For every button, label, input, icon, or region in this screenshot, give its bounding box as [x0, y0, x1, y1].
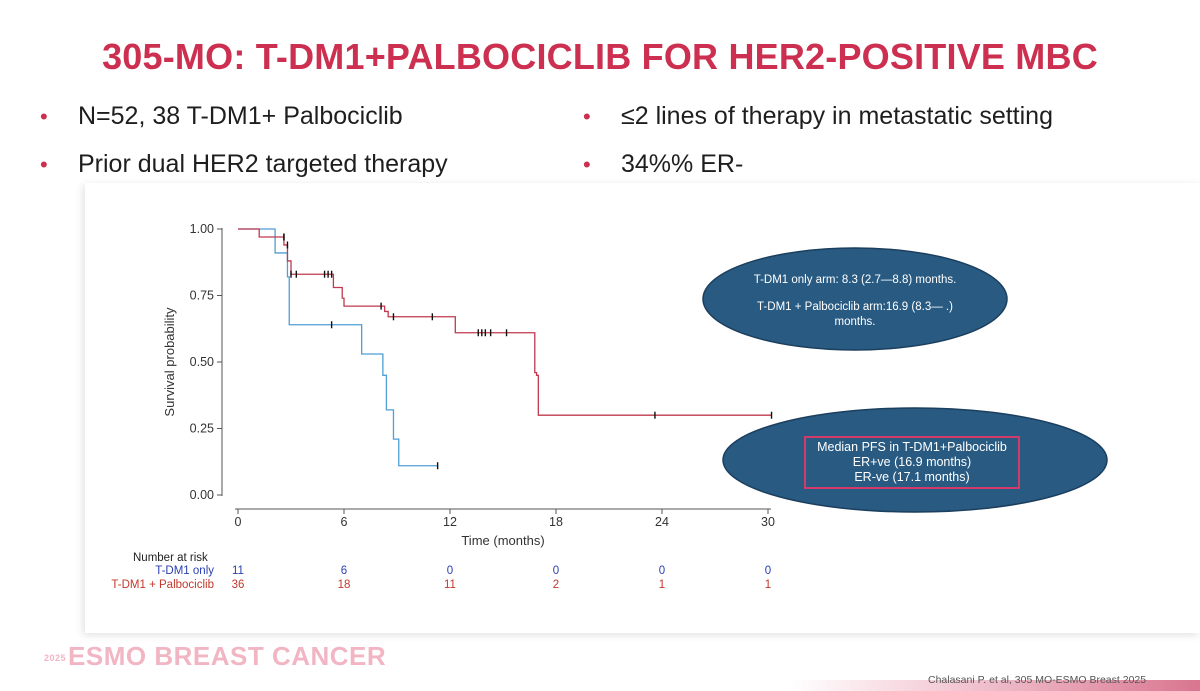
x-tick-label: 30 [761, 515, 775, 529]
x-tick-label: 0 [235, 515, 242, 529]
median-arms-line: T-DM1 + Palbociclib arm:16.9 (8.3— .) [757, 301, 953, 313]
risk-value: 0 [658, 565, 666, 577]
y-tick-label: 0.00 [190, 488, 214, 502]
y-tick-label: 0.75 [190, 289, 214, 303]
median-arms-ellipse [702, 247, 1008, 351]
risk-row-label: T-DM1 + Palbociclib [111, 579, 214, 591]
logo-year: 2025 [44, 653, 67, 664]
risk-row-label: T-DM1 only [155, 565, 214, 577]
bullet-text: ≤2 lines of therapy in metastatic settin… [621, 102, 1053, 130]
slide-title: 305-MO: T-DM1+PALBOCICLIB FOR HER2-POSIT… [102, 36, 1098, 77]
bullet-dot-icon: • [583, 103, 591, 129]
bullet-item: • Prior dual HER2 targeted therapy [40, 150, 448, 179]
pfs-line: ER-ve (17.1 months) [854, 470, 970, 484]
risk-value: 6 [340, 565, 348, 577]
bullet-dot-icon: • [583, 151, 591, 177]
risk-value: 1 [658, 579, 666, 591]
corner-decoration [790, 680, 1200, 691]
median-arms-line: months. [834, 316, 876, 328]
x-axis-label: Time (months) [461, 533, 544, 548]
risk-value: 1 [764, 579, 772, 591]
bullet-text: N=52, 38 T-DM1+ Palbociclib [78, 102, 403, 130]
risk-value: 36 [231, 579, 245, 591]
y-tick-label: 0.50 [190, 355, 214, 369]
bullet-dot-icon: • [40, 103, 48, 129]
pfs-line: ER+ve (16.9 months) [852, 455, 972, 469]
x-tick-label: 24 [655, 515, 669, 529]
bullet-text: Prior dual HER2 targeted therapy [78, 150, 448, 178]
pfs-ellipse [722, 407, 1108, 513]
citation: Chalasani P. et al, 305 MO-ESMO Breast 2… [928, 674, 1147, 686]
risk-table-title: Number at risk [133, 552, 208, 564]
median-arms-text: T-DM1 only arm: 8.3 (2.7—8.8) months. T-… [740, 273, 970, 330]
bullet-dot-icon: • [40, 151, 48, 177]
logo-text: ESMO BREAST CANCER [68, 641, 387, 671]
y-ticks: 0.00 0.25 0.50 0.75 1.00 [190, 222, 222, 502]
km-line-t-dm1-palbociclib [238, 228, 772, 416]
plot-panel [85, 183, 1200, 633]
x-ticks: 0 6 12 18 24 30 [235, 509, 775, 529]
bullet-item: • 34%% ER- [583, 150, 743, 179]
risk-value: 2 [552, 579, 560, 591]
bullet-text: 34%% ER- [621, 150, 744, 178]
esmo-logo: 2025ESMO BREAST CANCER [44, 641, 386, 672]
series-layer [238, 228, 773, 470]
risk-value: 11 [232, 565, 244, 577]
median-arms-line: T-DM1 only arm: 8.3 (2.7—8.8) months. [753, 274, 957, 286]
pfs-line: Median PFS in T-DM1+Palbociclib [817, 440, 1007, 454]
risk-value: 0 [764, 565, 772, 577]
km-line-t-dm1-only [238, 228, 438, 467]
x-tick-label: 18 [549, 515, 563, 529]
pfs-highlight-box: Median PFS in T-DM1+Palbociclib ER+ve (1… [804, 436, 1020, 489]
y-tick-label: 0.25 [190, 422, 214, 436]
x-tick-label: 12 [443, 515, 457, 529]
risk-value: 18 [337, 579, 351, 591]
risk-value: 0 [552, 565, 560, 577]
x-tick-label: 6 [341, 515, 348, 529]
bullet-item: • N=52, 38 T-DM1+ Palbociclib [40, 102, 403, 131]
bullet-item: • ≤2 lines of therapy in metastatic sett… [583, 102, 1053, 131]
y-axis-label: Survival probability [162, 307, 177, 417]
risk-value: 0 [446, 565, 454, 577]
y-tick-label: 1.00 [190, 222, 214, 236]
risk-value: 11 [444, 579, 456, 591]
